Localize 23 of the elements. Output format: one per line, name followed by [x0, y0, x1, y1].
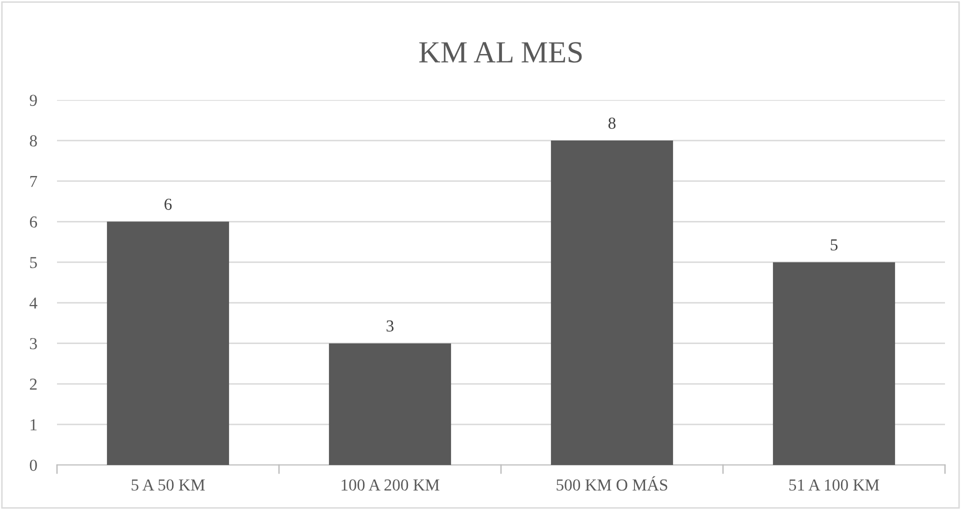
- y-tick-label: 7: [30, 176, 38, 187]
- y-tick-label: 1: [30, 419, 37, 430]
- data-label: 5: [830, 239, 838, 251]
- bar: [106, 222, 230, 465]
- bar: [328, 343, 452, 465]
- data-label: 6: [164, 198, 172, 210]
- chart-title: KM AL MES: [419, 42, 582, 63]
- y-tick-label: 0: [30, 460, 37, 471]
- x-tick-label: 5 A 50 KM: [132, 479, 205, 491]
- y-tick-label: 9: [30, 94, 37, 106]
- y-tick-label: 4: [30, 298, 38, 309]
- x-tick-label: 500 KM O MÁS: [556, 476, 668, 491]
- x-tick-label: 51 A 100 KM: [789, 479, 880, 491]
- x-tick-label: 100 A 200 KM: [342, 479, 440, 491]
- data-label: 8: [608, 118, 616, 129]
- y-tick-label: 5: [30, 257, 37, 268]
- y-tick-label: 2: [30, 378, 37, 390]
- bar: [550, 140, 674, 465]
- y-tick-label: 8: [30, 135, 37, 146]
- y-tick-label: 6: [30, 216, 38, 228]
- y-tick-label: 3: [30, 338, 37, 350]
- data-label: 3: [386, 320, 394, 332]
- bar: [772, 262, 896, 465]
